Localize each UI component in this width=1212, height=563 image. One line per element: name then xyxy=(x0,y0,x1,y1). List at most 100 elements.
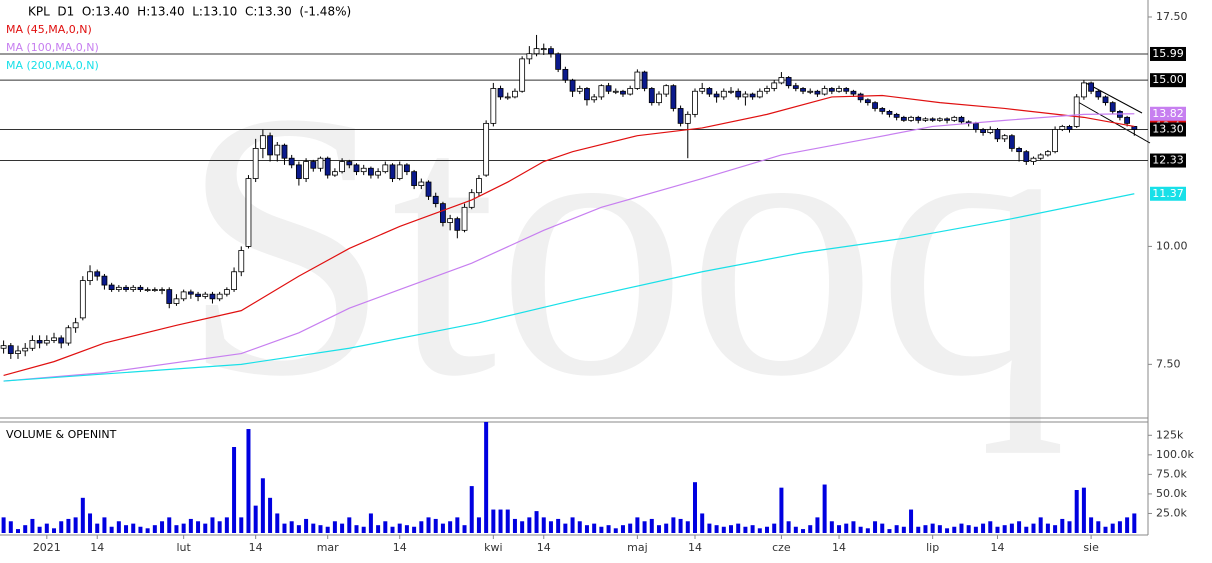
candle-body xyxy=(756,90,763,98)
candle-body xyxy=(15,350,21,354)
candle-body xyxy=(569,79,576,92)
y-tick-label: 17.50 xyxy=(1156,10,1188,23)
volume-bar xyxy=(664,523,669,533)
volume-bar xyxy=(599,526,604,533)
volume-bar xyxy=(1074,490,1079,533)
candle-body xyxy=(771,82,778,89)
volume-bar xyxy=(80,497,85,533)
candle-body xyxy=(764,88,770,92)
volume-bar xyxy=(426,517,431,533)
volume-bar xyxy=(721,526,726,533)
candle-body xyxy=(936,118,943,121)
volume-bar xyxy=(1132,513,1137,533)
y-tick-label: 25.0k xyxy=(1156,506,1187,519)
chart-title: KPL D1 O:13.40 H:13.40 L:13.10 C:13.30 (… xyxy=(28,5,351,19)
volume-bar xyxy=(325,526,330,533)
level-box xyxy=(1150,73,1186,88)
volume-bar xyxy=(37,526,42,533)
volume-bar xyxy=(556,518,561,533)
volume-bar xyxy=(102,517,107,533)
volume-bar xyxy=(116,521,121,533)
candle-body xyxy=(548,48,554,55)
candle-body xyxy=(180,291,187,300)
candle-body xyxy=(512,90,518,98)
candle-body xyxy=(720,90,727,98)
volume-bar xyxy=(131,523,136,533)
volume-bar xyxy=(1045,523,1050,533)
volume-bar xyxy=(383,521,388,533)
candle-body xyxy=(144,289,151,292)
candle-body xyxy=(828,88,835,92)
candle-body xyxy=(526,53,533,60)
volume-bar xyxy=(1031,523,1036,533)
volume-bar xyxy=(865,528,870,533)
candle-body xyxy=(699,88,706,92)
volume-bar xyxy=(1125,517,1130,533)
candle-body xyxy=(274,144,281,156)
x-tick-label: 14 xyxy=(537,541,551,554)
level-box xyxy=(1150,122,1186,137)
volume-bar xyxy=(16,529,21,533)
volume-bar xyxy=(390,526,395,533)
level-box xyxy=(1150,46,1186,61)
volume-bar xyxy=(656,525,661,533)
candle-body xyxy=(123,286,129,291)
candle-body xyxy=(209,293,216,300)
y-tick-label: 10.00 xyxy=(1156,239,1188,252)
candle-body xyxy=(0,345,7,349)
candle-body xyxy=(1008,135,1015,149)
candle-body xyxy=(900,116,907,121)
candle-body xyxy=(886,111,893,115)
y-tick-label: 50.0k xyxy=(1156,487,1187,500)
candle-body xyxy=(792,85,799,89)
volume-bar xyxy=(887,529,892,533)
volume-bar xyxy=(260,478,265,533)
candle-body xyxy=(72,322,79,329)
volume-bar xyxy=(217,521,222,533)
candle-body xyxy=(432,195,439,205)
candle-body xyxy=(1044,151,1051,156)
volume-bar xyxy=(736,523,741,533)
volume-bar xyxy=(570,517,575,533)
candle-body xyxy=(836,88,842,92)
candle-body xyxy=(987,129,994,133)
volume-bar xyxy=(909,509,914,533)
moving-average-line xyxy=(3,113,1135,382)
candle-body xyxy=(58,337,65,344)
volume-bar xyxy=(160,521,165,533)
volume-bar xyxy=(1067,521,1072,533)
candle-body xyxy=(79,280,86,319)
candle-body xyxy=(396,164,403,179)
volume-bar xyxy=(8,521,13,533)
volume-bar xyxy=(181,523,186,533)
volume-bar xyxy=(577,521,582,533)
candle-body xyxy=(231,271,237,291)
candle-body xyxy=(461,206,468,231)
candle-body xyxy=(684,113,691,124)
candle-body xyxy=(115,286,122,291)
candle-body xyxy=(339,161,345,173)
x-tick-label: cze xyxy=(772,541,791,554)
candle-body xyxy=(519,58,526,92)
volume-bar xyxy=(584,525,589,533)
volume-bar xyxy=(844,523,849,533)
last-value-label: 13.82 xyxy=(1152,107,1184,120)
volume-bar xyxy=(404,525,409,533)
x-tick-label: mar xyxy=(317,541,339,554)
volume-bar xyxy=(649,518,654,533)
volume-bar xyxy=(995,526,1000,533)
last-value-box xyxy=(1150,106,1186,121)
volume-bar xyxy=(1089,517,1094,533)
candle-body xyxy=(908,116,914,121)
volume-bar xyxy=(1117,521,1122,533)
candle-body xyxy=(51,337,57,341)
candle-body xyxy=(87,271,93,281)
panel-title: VOLUME & OPENINT xyxy=(6,428,117,441)
volume-bar xyxy=(311,523,316,533)
candle-body xyxy=(36,340,43,344)
volume-bar xyxy=(541,517,546,533)
candle-body xyxy=(368,167,374,176)
candle-body xyxy=(857,93,864,101)
volume-bar xyxy=(275,513,280,533)
